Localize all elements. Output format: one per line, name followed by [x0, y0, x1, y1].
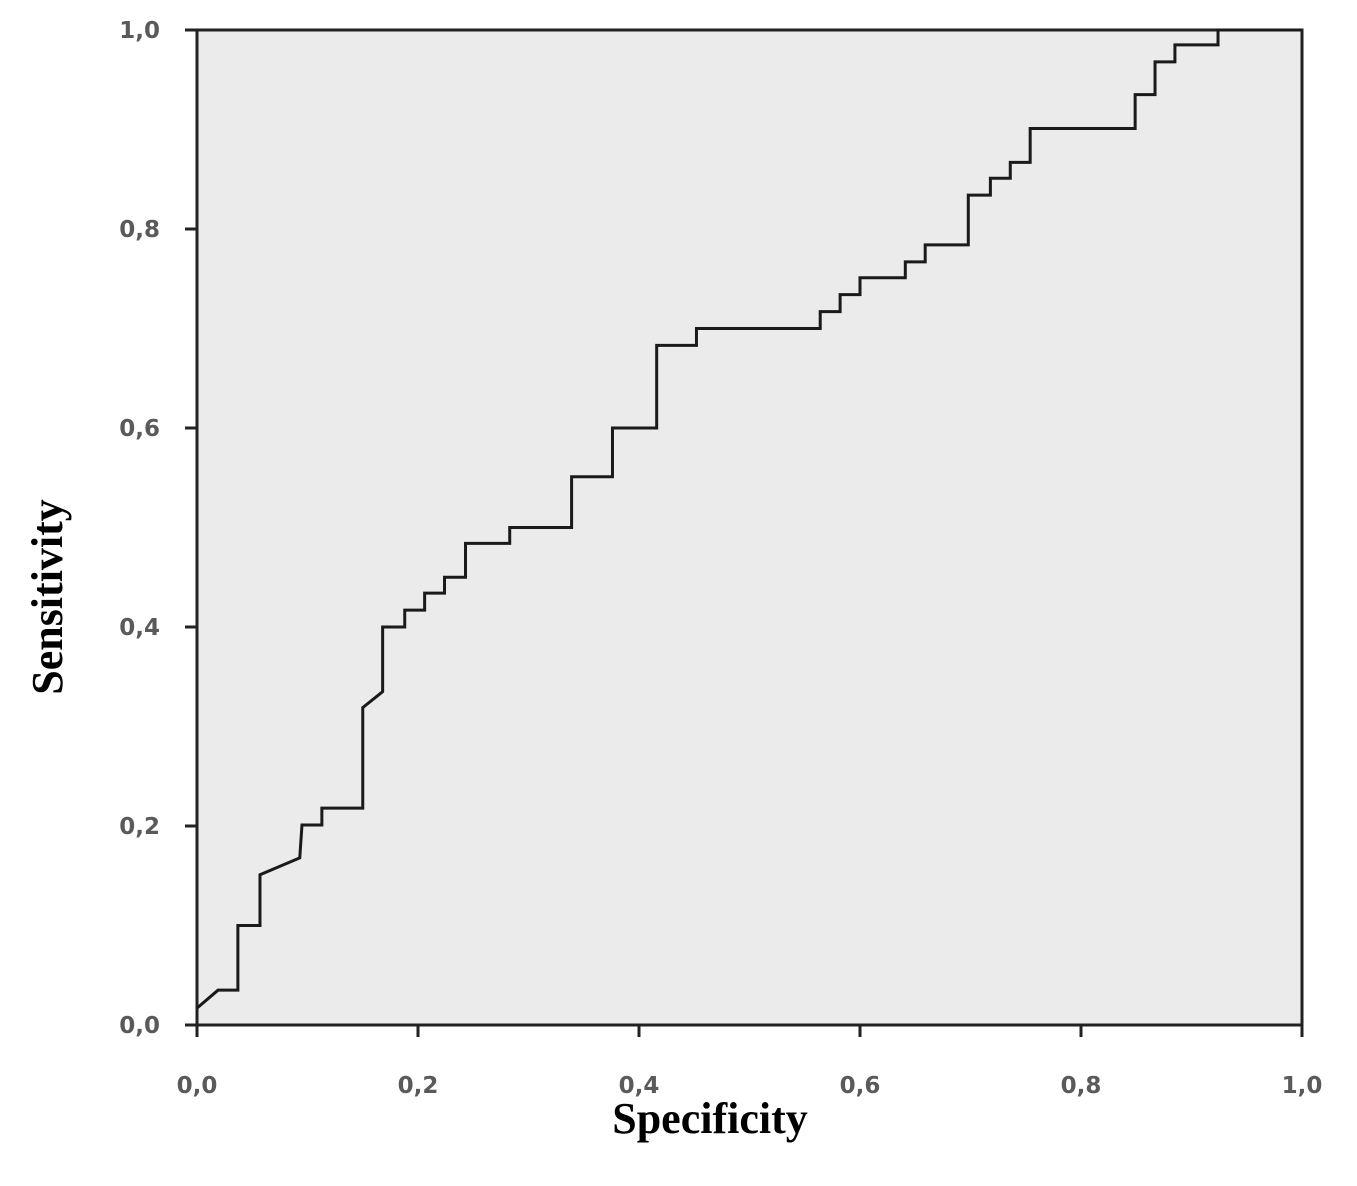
- y-tick-label: 0,8: [119, 217, 160, 243]
- x-tick-label: 0,4: [619, 1073, 660, 1099]
- y-tick-label: 0,0: [119, 1013, 160, 1039]
- x-tick-label: 1,0: [1282, 1073, 1323, 1099]
- x-tick-label: 0,8: [1061, 1073, 1102, 1099]
- y-tick-label: 1,0: [119, 18, 160, 44]
- x-axis-title: Specificity: [612, 1094, 808, 1143]
- y-tick-label: 0,4: [119, 615, 160, 641]
- x-tick-label: 0,6: [840, 1073, 881, 1099]
- y-axis-title: Sensitivity: [23, 499, 72, 695]
- y-tick-label: 0,6: [119, 416, 160, 442]
- x-tick-label: 0,0: [177, 1073, 218, 1099]
- roc-curve: [196, 28, 1302, 1010]
- x-tick-label: 0,2: [398, 1073, 439, 1099]
- plot-area: [195, 28, 1304, 1027]
- y-tick-label: 0,2: [119, 814, 160, 840]
